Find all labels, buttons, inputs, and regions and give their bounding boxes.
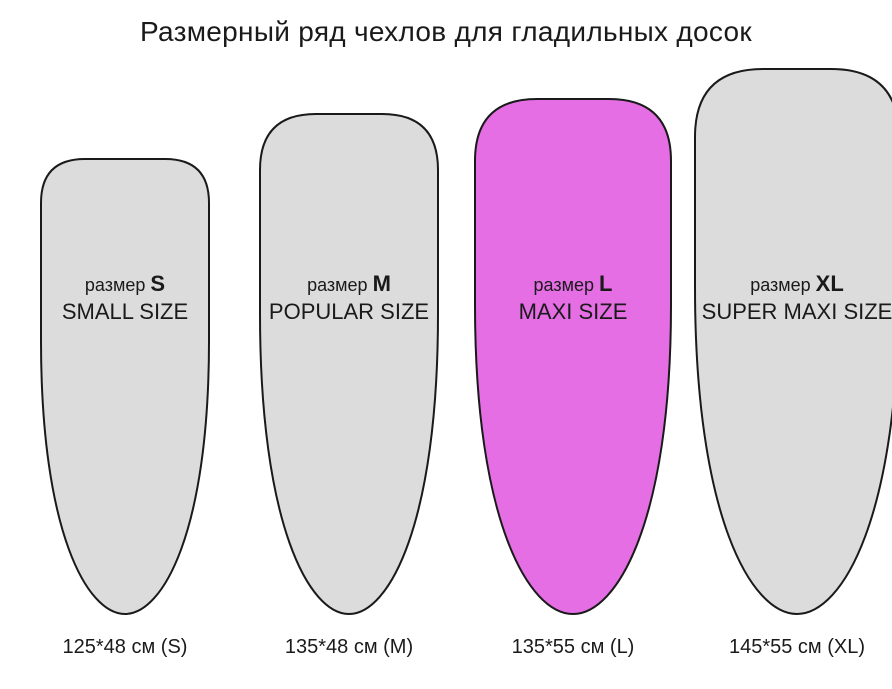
size-code: M	[373, 271, 391, 296]
board-shape-xl	[695, 69, 892, 614]
size-prefix: размер	[534, 275, 599, 295]
board-shape-m	[260, 114, 438, 614]
size-prefix: размер	[85, 275, 150, 295]
board-size-line: размер M	[244, 270, 454, 298]
boards-svg	[0, 0, 892, 689]
size-name: SUPER MAXI SIZE	[692, 298, 892, 326]
size-name: SMALL SIZE	[20, 298, 230, 326]
board-label-s: размер SSMALL SIZE	[20, 270, 230, 325]
size-name: MAXI SIZE	[468, 298, 678, 326]
board-caption-m: 135*48 см (M)	[244, 636, 454, 659]
board-caption-l: 135*55 см (L)	[468, 636, 678, 659]
board-label-xl: размер XLSUPER MAXI SIZE	[692, 270, 892, 325]
size-code: L	[599, 271, 612, 296]
infographic-page: Размерный ряд чехлов для гладильных досо…	[0, 0, 892, 689]
board-label-l: размер LMAXI SIZE	[468, 270, 678, 325]
size-code: S	[150, 271, 165, 296]
board-shape-l	[475, 99, 671, 614]
size-code: XL	[816, 271, 844, 296]
board-shape-s	[41, 159, 209, 614]
board-size-line: размер L	[468, 270, 678, 298]
board-label-m: размер MPOPULAR SIZE	[244, 270, 454, 325]
size-prefix: размер	[750, 275, 815, 295]
size-prefix: размер	[307, 275, 372, 295]
board-size-line: размер S	[20, 270, 230, 298]
size-name: POPULAR SIZE	[244, 298, 454, 326]
board-caption-s: 125*48 см (S)	[20, 636, 230, 659]
board-caption-xl: 145*55 см (XL)	[692, 636, 892, 659]
board-size-line: размер XL	[692, 270, 892, 298]
